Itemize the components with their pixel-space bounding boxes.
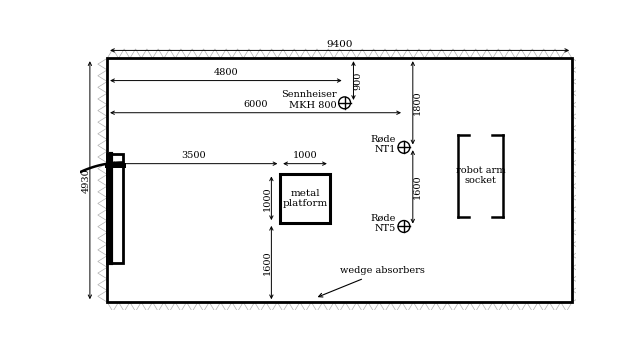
Text: 4800: 4800: [214, 68, 238, 77]
Text: Røde
NT1: Røde NT1: [371, 135, 396, 154]
Text: 1000: 1000: [263, 186, 272, 211]
Text: 900: 900: [353, 71, 362, 90]
Text: 3500: 3500: [181, 151, 206, 160]
Text: robot arm
socket: robot arm socket: [456, 166, 506, 185]
Text: 1600: 1600: [413, 174, 422, 199]
Text: 1600: 1600: [263, 250, 272, 275]
Text: Sennheiser
MKH 800: Sennheiser MKH 800: [281, 90, 337, 110]
Text: 9400: 9400: [326, 40, 353, 49]
Text: 1800: 1800: [413, 91, 422, 115]
Text: 1000: 1000: [292, 151, 317, 160]
Text: 4930: 4930: [82, 168, 91, 193]
Text: metal
platform: metal platform: [282, 188, 328, 208]
Text: 6000: 6000: [243, 100, 268, 109]
Text: wedge absorbers: wedge absorbers: [319, 266, 424, 297]
Text: Røde
NT5: Røde NT5: [371, 214, 396, 233]
